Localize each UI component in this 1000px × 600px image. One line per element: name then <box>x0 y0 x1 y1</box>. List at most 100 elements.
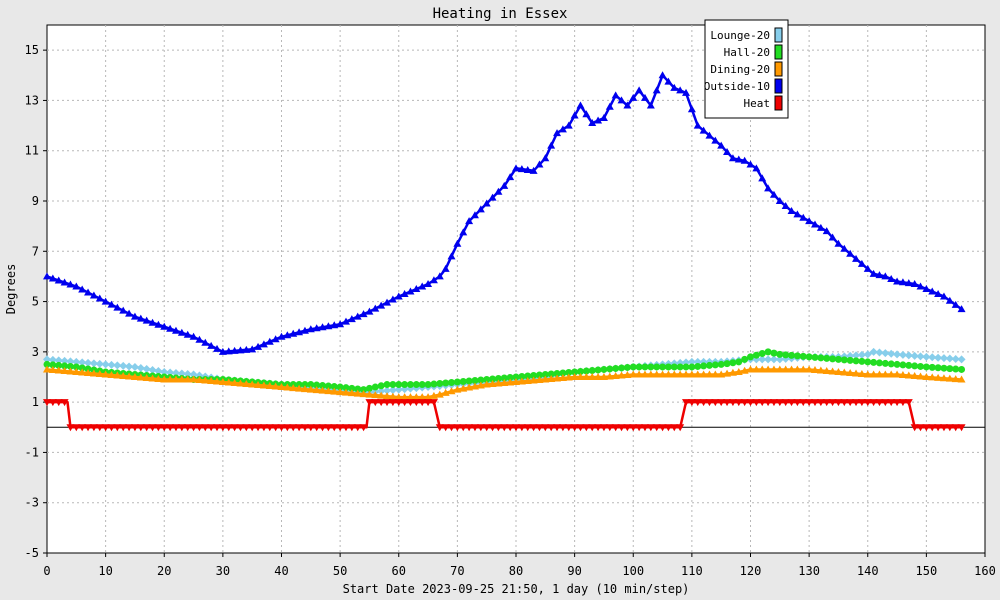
data-point-lounge-20 <box>758 355 767 364</box>
data-point-heat <box>283 424 292 432</box>
data-point-outside-10 <box>646 101 655 109</box>
data-point-hall-20 <box>524 372 532 380</box>
data-point-heat <box>529 424 538 432</box>
data-point-outside-10 <box>922 285 931 292</box>
data-point-dining-20 <box>160 375 169 383</box>
data-point-hall-20 <box>530 371 538 379</box>
data-point-hall-20 <box>881 359 889 367</box>
data-point-outside-10 <box>318 323 327 331</box>
data-point-hall-20 <box>518 372 526 380</box>
data-point-outside-10 <box>283 331 292 339</box>
data-point-hall-20 <box>412 381 420 389</box>
data-point-heat <box>125 424 134 432</box>
data-point-outside-10 <box>605 102 614 110</box>
data-point-outside-10 <box>769 190 778 198</box>
data-point-outside-10 <box>840 244 849 252</box>
data-point-dining-20 <box>846 368 855 376</box>
data-point-dining-20 <box>834 367 843 375</box>
data-point-dining-20 <box>728 368 737 376</box>
data-point-lounge-20 <box>48 355 57 364</box>
data-point-dining-20 <box>424 393 433 401</box>
data-point-heat <box>441 424 450 432</box>
data-point-outside-10 <box>705 131 714 139</box>
data-point-hall-20 <box>664 363 672 371</box>
y-tick-label: 15 <box>25 43 39 57</box>
data-point-lounge-20 <box>934 353 943 362</box>
data-point-outside-10 <box>465 217 474 225</box>
data-point-heat <box>119 424 128 432</box>
data-point-lounge-20 <box>43 355 51 364</box>
data-point-dining-20 <box>957 375 966 383</box>
data-point-outside-10 <box>171 326 180 334</box>
data-point-dining-20 <box>863 370 872 378</box>
data-point-dining-20 <box>341 388 350 396</box>
data-point-dining-20 <box>734 367 743 375</box>
data-point-dining-20 <box>470 382 479 390</box>
data-point-heat <box>289 424 298 432</box>
data-point-outside-10 <box>148 318 157 326</box>
data-point-heat <box>658 424 667 432</box>
data-point-heat <box>822 399 831 407</box>
data-point-outside-10 <box>740 156 749 164</box>
data-point-outside-10 <box>635 86 644 94</box>
data-point-lounge-20 <box>130 362 139 371</box>
data-point-heat <box>951 424 960 432</box>
data-point-dining-20 <box>764 365 773 373</box>
data-point-hall-20 <box>512 373 520 381</box>
data-point-hall-20 <box>582 367 590 375</box>
data-point-outside-10 <box>758 174 767 182</box>
data-point-heat <box>371 399 380 407</box>
data-point-dining-20 <box>881 370 890 378</box>
x-tick-label: 120 <box>740 564 762 578</box>
data-point-heat <box>705 399 714 407</box>
data-point-hall-20 <box>500 374 508 382</box>
data-point-lounge-20 <box>687 357 696 366</box>
data-point-outside-10 <box>295 328 304 336</box>
data-point-lounge-20 <box>916 352 925 361</box>
data-point-outside-10 <box>523 165 532 173</box>
data-point-heat <box>435 424 444 432</box>
data-point-outside-10 <box>101 297 110 305</box>
data-point-outside-10 <box>453 239 462 247</box>
data-point-hall-20 <box>535 371 543 379</box>
data-point-hall-20 <box>770 349 778 357</box>
data-point-heat <box>664 424 673 432</box>
data-point-dining-20 <box>130 373 139 380</box>
data-point-hall-20 <box>606 365 614 373</box>
data-point-outside-10 <box>693 121 702 129</box>
data-point-outside-10 <box>910 279 919 287</box>
data-point-heat <box>916 424 925 432</box>
data-point-outside-10 <box>676 86 685 94</box>
data-point-heat <box>412 399 421 407</box>
data-point-outside-10 <box>846 249 855 257</box>
data-point-heat <box>242 424 251 432</box>
data-point-dining-20 <box>271 382 280 390</box>
data-point-heat <box>494 424 503 432</box>
data-point-lounge-20 <box>875 348 884 357</box>
data-point-outside-10 <box>781 202 790 210</box>
data-point-heat <box>746 399 755 407</box>
data-point-hall-20 <box>430 380 438 388</box>
data-point-heat <box>512 424 520 432</box>
data-point-dining-20 <box>793 365 802 373</box>
data-point-dining-20 <box>582 373 591 380</box>
data-point-hall-20 <box>618 364 626 372</box>
data-point-heat <box>928 424 937 432</box>
data-point-lounge-20 <box>957 355 966 364</box>
x-tick-label: 0 <box>43 564 50 578</box>
series-line-dining-20 <box>46 368 962 399</box>
data-point-heat <box>582 424 591 432</box>
data-point-heat <box>148 424 157 432</box>
data-point-dining-20 <box>289 384 298 392</box>
data-point-hall-20 <box>55 361 63 369</box>
data-point-lounge-20 <box>84 358 93 367</box>
data-point-hall-20 <box>489 375 497 383</box>
data-point-heat <box>377 399 386 407</box>
data-point-dining-20 <box>324 387 333 395</box>
data-point-hall-20 <box>541 370 549 378</box>
data-point-heat <box>857 399 866 407</box>
data-point-outside-10 <box>529 166 538 174</box>
data-point-dining-20 <box>928 373 937 381</box>
data-point-outside-10 <box>629 93 638 101</box>
data-point-hall-20 <box>319 382 327 390</box>
